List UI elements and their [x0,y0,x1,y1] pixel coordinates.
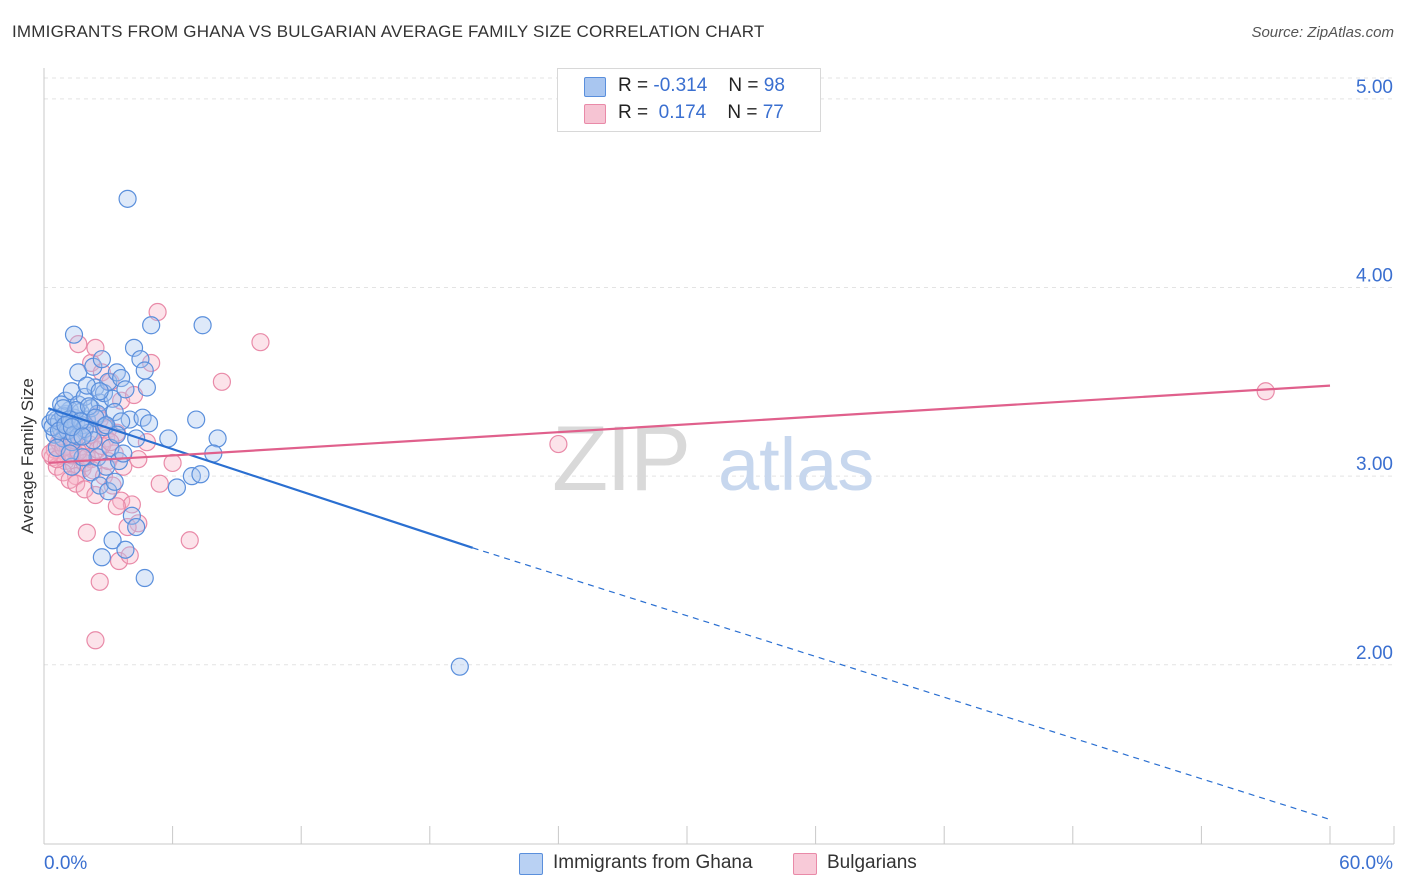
ghana-point [127,517,146,537]
bulgarian-point [69,334,88,354]
axes: 2.00 3.00 4.00 5.00 0.0% 60.0% [43,68,1395,874]
bulgarian-point [212,372,231,391]
ghana-point [139,414,159,433]
x-tick-label: 0.0% [44,853,87,874]
ghana-point [105,402,124,422]
bulgarian-point [180,531,199,550]
legend-label: Bulgarians [827,852,917,873]
y-tick-label: 3.00 [1356,454,1393,475]
bulgarian-point [75,480,94,499]
bulgarian-point [142,353,161,373]
bulgarian-trend-line [48,384,1331,465]
bulgarian-point [107,497,126,516]
legend-swatch-blue [519,853,543,875]
legend-label: Immigrants from Ghana [553,852,753,873]
trend-lines [47,384,1331,821]
ghana-point [73,427,92,446]
bulgarian-point [86,631,105,650]
ghana-point [90,382,109,401]
legend-n-label: N = [727,102,758,123]
bulgarian-point [549,434,568,454]
ghana-point [84,431,103,450]
ghana-point [137,378,156,397]
bulgarian-point [251,333,270,352]
legend-r-value: 0.174 [653,102,707,123]
legend-r-value: -0.314 [653,75,708,96]
ghana-point [99,482,118,501]
y-tick-label: 5.00 [1356,77,1393,98]
ghana-trend-line [47,407,474,549]
ghana-point [124,338,144,357]
legend-swatch-pink [584,104,606,124]
legend-r-label: R = [618,75,649,96]
ghana-trend-extension [472,547,1331,821]
legend-swatch-blue [584,77,606,97]
ghana-point [118,189,137,208]
bulgarian-point [1256,382,1275,401]
ghana-point [127,429,146,448]
ghana-point [135,361,154,380]
ghana-point [116,380,135,399]
ghana-point [131,350,150,369]
chart-title: IMMIGRANTS FROM GHANA VS BULGARIAN AVERA… [12,22,765,41]
ghana-point [105,472,124,491]
ghana-point [64,325,84,344]
y-tick-label: 4.00 [1356,266,1393,287]
legend-n-value: 77 [762,102,784,123]
y-tick-label: 2.00 [1356,643,1393,664]
bulgarian-point [150,474,169,493]
bulgarian-point [137,433,156,452]
ghana-point [92,548,111,567]
ghana-point [135,568,154,588]
ghana-point [187,410,206,429]
ghana-point [112,368,131,388]
bulgarian-point [77,523,96,542]
ghana-point [79,397,99,416]
watermark-atlas: atlas [718,423,874,506]
ghana-point [116,540,135,559]
legend-swatch-pink [793,853,817,875]
ghana-point [159,429,178,448]
ghana-point [103,531,122,550]
ghana-point [142,316,161,335]
stats-legend: R = -0.314 N = 98 R = 0.174 N = 77 [557,68,821,132]
ghana-point [60,444,79,463]
ghana-point [208,429,227,448]
watermark-zip: ZIP [552,408,689,510]
bulgarian-point [109,551,129,571]
x-tick-label: 60.0% [1339,853,1393,874]
bulgarian-point [163,453,182,473]
bulgarian-point [90,572,109,591]
ghana-point [122,506,141,525]
bulgarian-point [86,338,105,357]
legend-r-label: R = [618,102,649,123]
ghana-point [167,478,186,497]
ghana-point [450,657,469,676]
ghana-point [82,463,101,482]
series-immigrants-from-ghana [41,189,469,676]
grid-lines [44,77,1394,666]
legend-n-label: N = [728,75,759,96]
y-axis-label: Average Family Size [18,378,37,534]
ghana-point [92,350,111,369]
chart-source: Source: ZipAtlas.com [1251,24,1394,41]
ghana-point [191,465,210,484]
legend-n-value: 98 [763,75,785,96]
ghana-point [193,316,212,335]
